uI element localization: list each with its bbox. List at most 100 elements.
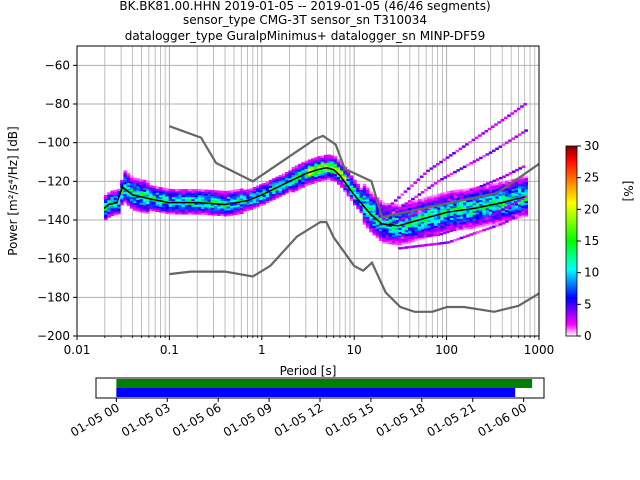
heatmap-cell: [469, 226, 474, 229]
heatmap-cell: [514, 203, 519, 206]
heatmap-cell: [291, 190, 296, 193]
heatmap-cell: [178, 204, 183, 207]
heatmap-cell: [268, 183, 273, 186]
heatmap-cell: [349, 181, 354, 184]
heatmap-cell: [475, 219, 480, 223]
heatmap-cell: [427, 204, 432, 207]
heatmap-cell: [492, 189, 496, 192]
heatmap-cell: [320, 174, 325, 178]
heatmap-cell: [485, 209, 490, 213]
heatmap-cell: [175, 208, 179, 211]
heatmap-cell: [204, 197, 208, 200]
heatmap-cell: [482, 228, 487, 232]
heatmap-cell: [359, 191, 364, 194]
heatmap-cell: [323, 154, 328, 158]
heatmap-cell: [165, 209, 170, 212]
heatmap-cell: [304, 176, 309, 179]
heatmap-cell: [162, 191, 166, 194]
heatmap-cell: [446, 192, 451, 196]
heatmap-cell: [298, 186, 302, 190]
heatmap-cell: [365, 226, 370, 229]
heatmap-cell: [362, 214, 367, 217]
heatmap-cell: [362, 220, 367, 223]
heatmap-cell: [475, 194, 480, 197]
heatmap-cell: [372, 202, 377, 205]
heatmap-cell: [107, 192, 111, 195]
heatmap-cell: [378, 228, 383, 232]
heatmap-cell: [479, 224, 483, 228]
heatmap-cell: [210, 203, 215, 206]
heatmap-cell: [446, 227, 451, 231]
heatmap-cell: [375, 234, 380, 237]
heatmap-cell: [162, 210, 166, 214]
heatmap-cell: [110, 207, 115, 211]
heatmap-cell: [265, 185, 270, 188]
heatmap-cell: [136, 186, 140, 189]
heatmap-cell: [152, 185, 157, 189]
heatmap-cell: [204, 208, 208, 212]
heatmap-cell: [239, 190, 244, 193]
heatmap-cell: [498, 223, 503, 226]
heatmap-cell: [511, 196, 516, 199]
heatmap-cell: [462, 206, 467, 209]
heatmap-cell: [175, 198, 179, 202]
heatmap-cell: [340, 185, 344, 188]
heatmap-cell: [440, 217, 444, 221]
heatmap-cell: [427, 211, 432, 215]
heatmap-cell: [356, 187, 360, 190]
heatmap-cell: [511, 207, 516, 211]
heatmap-cell: [281, 190, 286, 194]
heatmap-cell: [443, 228, 448, 231]
heatmap-cell: [521, 176, 525, 179]
heatmap-cell: [184, 202, 189, 205]
heatmap-cell: [382, 239, 386, 242]
heatmap-cell: [430, 222, 435, 225]
heatmap-cell: [333, 158, 338, 161]
heatmap-cell: [492, 191, 496, 194]
heatmap-cell: [375, 230, 380, 233]
heatmap-cell: [375, 205, 380, 208]
heatmap-cell: [458, 226, 463, 229]
heatmap-cell: [469, 162, 473, 165]
heatmap-cell: [459, 214, 464, 217]
heatmap-cell: [155, 203, 160, 207]
heatmap-cell: [178, 192, 183, 196]
heatmap-cell: [236, 198, 241, 202]
heatmap-cell: [517, 192, 522, 196]
heatmap-cell: [420, 191, 425, 194]
heatmap-cell: [517, 133, 522, 136]
heatmap-cell: [462, 223, 467, 226]
heatmap-cell: [213, 194, 218, 197]
heatmap-cell: [288, 189, 292, 193]
heatmap-cell: [404, 206, 409, 209]
heatmap-cell: [197, 189, 202, 192]
heatmap-cell: [343, 174, 347, 177]
heatmap-cell: [272, 193, 276, 197]
heatmap-cell: [443, 193, 448, 197]
heatmap-cell: [411, 202, 415, 206]
heatmap-cell: [298, 165, 302, 169]
heatmap-cell: [521, 201, 525, 204]
heatmap-cell: [233, 205, 237, 208]
heatmap-cell: [475, 204, 480, 207]
heatmap-cell: [104, 210, 108, 213]
heatmap-cell: [239, 201, 244, 205]
heatmap-cell: [194, 196, 199, 200]
heatmap-cell: [401, 230, 406, 234]
heatmap-cell: [139, 179, 144, 182]
heatmap-cell: [317, 177, 322, 180]
heatmap-cell: [201, 191, 205, 194]
heatmap-cell: [388, 232, 393, 235]
heatmap-cell: [288, 181, 292, 185]
heatmap-cell: [146, 209, 150, 212]
heatmap-cell: [194, 191, 199, 194]
heatmap-cell: [449, 172, 454, 176]
heatmap-cell: [129, 179, 134, 182]
heatmap-cell: [129, 185, 134, 188]
heatmap-cell: [450, 221, 454, 224]
heatmap-cell: [504, 141, 509, 144]
heatmap-cell: [475, 210, 480, 213]
heatmap-cell: [356, 201, 360, 204]
heatmap-cell: [171, 196, 176, 200]
heatmap-cell: [353, 199, 357, 202]
